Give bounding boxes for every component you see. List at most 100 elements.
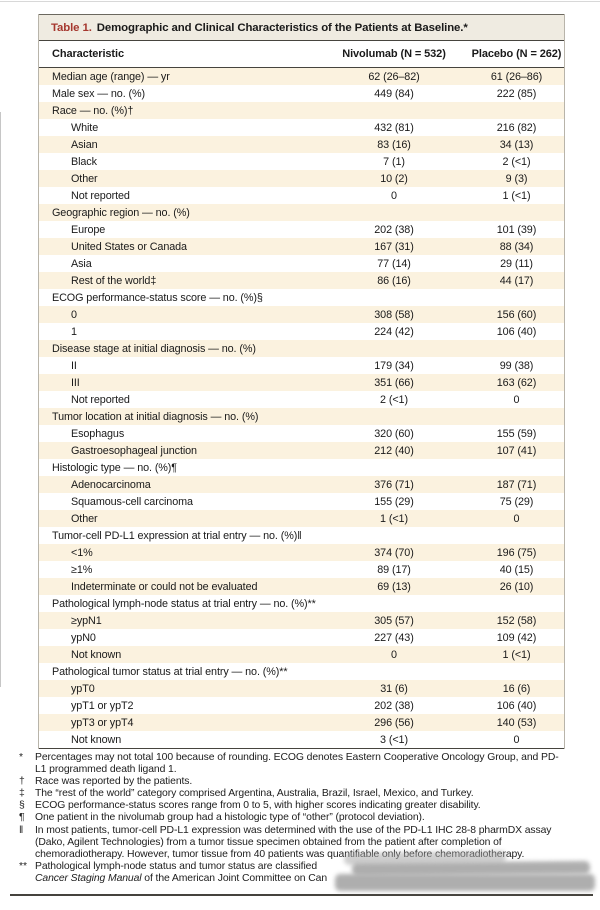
nivolumab-value: 202 (38) bbox=[374, 699, 414, 712]
row-label: Asia bbox=[71, 257, 92, 270]
footnote-symbol: ** bbox=[19, 860, 27, 872]
nivolumab-value: 308 (58) bbox=[374, 308, 414, 321]
nivolumab-value: 0 bbox=[391, 189, 397, 202]
footnotes-bottom-rule bbox=[10, 894, 593, 896]
nivolumab-value: 89 (17) bbox=[377, 563, 411, 576]
nivolumab-value: 449 (84) bbox=[374, 87, 414, 100]
footnote-text: ECOG performance-status scores range fro… bbox=[35, 800, 481, 812]
nivolumab-value: 10 (2) bbox=[380, 172, 408, 185]
footnote-text: One patient in the nivolumab group had a… bbox=[35, 812, 425, 824]
nivolumab-value: 7 (1) bbox=[383, 155, 405, 168]
footnote-symbol: § bbox=[19, 800, 25, 812]
footnote-citation-italic: Cancer Staging Manual bbox=[35, 872, 142, 884]
row-label: Not known bbox=[71, 733, 122, 746]
row-label: Other bbox=[71, 172, 98, 185]
table-row: United States or Canada 167 (31) 88 (34) bbox=[39, 238, 564, 255]
table-title-text: Demographic and Clinical Characteristics… bbox=[96, 21, 468, 34]
table-number-label: Table 1. bbox=[51, 21, 92, 34]
table-row: Disease stage at initial diagnosis — no.… bbox=[39, 340, 564, 357]
column-header-placebo: Placebo (N = 262) bbox=[471, 48, 562, 60]
table-row: Asia 77 (14) 29 (11) bbox=[39, 255, 564, 272]
table-row: ypT0 31 (6) 16 (6) bbox=[39, 680, 564, 697]
row-label: ECOG performance-status score — no. (%)§ bbox=[52, 291, 263, 304]
footnote-symbol: † bbox=[19, 776, 25, 788]
placebo-value: 222 (85) bbox=[496, 87, 537, 100]
row-label: Male sex — no. (%) bbox=[52, 87, 145, 100]
row-label: Asian bbox=[71, 138, 98, 151]
row-label: Indeterminate or could not be evaluated bbox=[71, 580, 258, 593]
row-label: Tumor location at initial diagnosis — no… bbox=[52, 410, 259, 423]
footnote-symbol: * bbox=[19, 752, 23, 763]
placebo-value: 61 (26–86) bbox=[490, 70, 543, 83]
row-label: III bbox=[71, 376, 80, 389]
placebo-value: 156 (60) bbox=[496, 308, 537, 321]
nivolumab-value: 212 (40) bbox=[374, 444, 414, 457]
table-row: Squamous-cell carcinoma 155 (29) 75 (29) bbox=[39, 493, 564, 510]
placebo-value: 88 (34) bbox=[499, 240, 534, 253]
placebo-value: 155 (59) bbox=[496, 427, 537, 440]
page-top-rule bbox=[0, 1, 600, 2]
placebo-value: 107 (41) bbox=[496, 444, 537, 457]
table-row: Esophagus 320 (60) 155 (59) bbox=[39, 425, 564, 442]
placebo-value: 1 (<1) bbox=[502, 189, 531, 202]
nivolumab-value: 77 (14) bbox=[377, 257, 411, 270]
nivolumab-value: 320 (60) bbox=[374, 427, 414, 440]
table-row: Geographic region — no. (%) bbox=[39, 204, 564, 221]
table-row: 1 224 (42) 106 (40) bbox=[39, 323, 564, 340]
row-label: Europe bbox=[71, 223, 106, 236]
table-row: Tumor-cell PD-L1 expression at trial ent… bbox=[39, 527, 564, 544]
placebo-value: 187 (71) bbox=[496, 478, 537, 491]
table-row: ≥1% 89 (17) 40 (15) bbox=[39, 561, 564, 578]
row-label: ypT0 bbox=[71, 682, 95, 695]
table-row: White 432 (81) 216 (82) bbox=[39, 119, 564, 136]
row-label: Rest of the world‡ bbox=[71, 274, 157, 287]
table-row: Not reported 0 1 (<1) bbox=[39, 187, 564, 204]
row-label: Squamous-cell carcinoma bbox=[71, 495, 193, 508]
column-header-characteristic: Characteristic bbox=[52, 48, 124, 60]
row-label: Disease stage at initial diagnosis — no.… bbox=[52, 342, 256, 355]
table-row: 0 308 (58) 156 (60) bbox=[39, 306, 564, 323]
nivolumab-value: 374 (70) bbox=[374, 546, 414, 559]
footnote-symbol: ‡ bbox=[19, 788, 25, 800]
row-label: II bbox=[71, 359, 77, 372]
table-row: Not reported 2 (<1) 0 bbox=[39, 391, 564, 408]
placebo-value: 26 (10) bbox=[499, 580, 534, 593]
placebo-value: 16 (6) bbox=[502, 682, 531, 695]
nivolumab-value: 83 (16) bbox=[377, 138, 411, 151]
table-row: ≥ypN1 305 (57) 152 (58) bbox=[39, 612, 564, 629]
footnote-text: In most patients, tumor-cell PD-L1 expre… bbox=[35, 824, 552, 860]
placebo-value: 9 (3) bbox=[505, 172, 528, 185]
footnote-text-segment: Pathological lymph-node status and tumor… bbox=[35, 860, 318, 872]
footnote-text-segment: of the American Joint Committee on Can bbox=[141, 872, 328, 884]
row-label: Histologic type — no. (%)¶ bbox=[52, 461, 178, 474]
placebo-value: 101 (39) bbox=[496, 223, 537, 236]
table-row: Not known 0 1 (<1) bbox=[39, 646, 564, 663]
placebo-value: 1 (<1) bbox=[502, 648, 531, 661]
nivolumab-value: 167 (31) bbox=[374, 240, 414, 253]
placebo-value: 29 (11) bbox=[500, 257, 533, 270]
table-row: Male sex — no. (%) 449 (84) 222 (85) bbox=[39, 85, 564, 102]
row-label: ypT1 or ypT2 bbox=[71, 699, 134, 712]
nivolumab-value: 1 (<1) bbox=[380, 512, 408, 525]
table-header-row: Characteristic Nivolumab (N = 532) Place… bbox=[39, 41, 564, 68]
table-row: Other 1 (<1) 0 bbox=[39, 510, 564, 527]
footnote-text: Race was reported by the patients. bbox=[35, 776, 193, 788]
nivolumab-value: 351 (66) bbox=[374, 376, 414, 389]
table-row: Europe 202 (38) 101 (39) bbox=[39, 221, 564, 238]
table-row: ypT3 or ypT4 296 (56) 140 (53) bbox=[39, 714, 564, 731]
footnote-symbol: ¶ bbox=[19, 812, 25, 824]
row-label: White bbox=[71, 121, 99, 134]
row-label: ypT3 or ypT4 bbox=[71, 716, 134, 729]
nivolumab-value: 202 (38) bbox=[374, 223, 414, 236]
table-row: III 351 (66) 163 (62) bbox=[39, 374, 564, 391]
row-label: Not reported bbox=[71, 393, 130, 406]
table-row: Not known 3 (<1) 0 bbox=[39, 731, 564, 748]
table-row: Median age (range) — yr 62 (26–82) 61 (2… bbox=[39, 68, 564, 85]
row-label: Geographic region — no. (%) bbox=[52, 206, 190, 219]
placebo-value: 0 bbox=[513, 393, 520, 406]
placebo-value: 0 bbox=[513, 733, 520, 746]
placebo-value: 196 (75) bbox=[496, 546, 537, 559]
table-row: Gastroesophageal junction 212 (40) 107 (… bbox=[39, 442, 564, 459]
nivolumab-value: 227 (43) bbox=[374, 631, 414, 644]
